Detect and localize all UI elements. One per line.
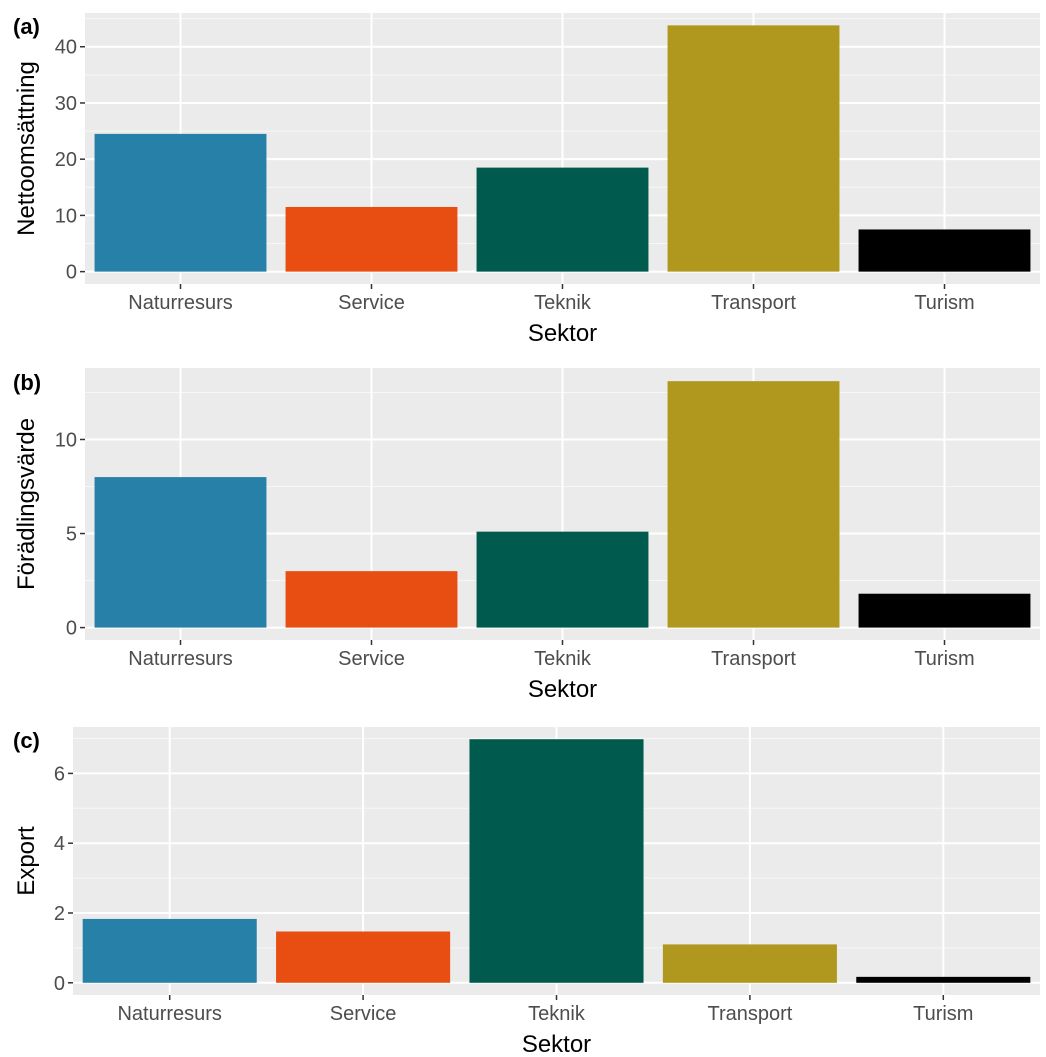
- x-tick-label: Teknik: [534, 292, 592, 314]
- y-axis-title: Nettoomsättning: [13, 61, 40, 236]
- bar-transport: [667, 381, 840, 628]
- bar-teknik: [476, 167, 649, 272]
- bar-teknik: [469, 739, 644, 983]
- y-tick-label: 20: [55, 149, 77, 171]
- x-tick-label: Naturresurs: [128, 648, 232, 670]
- y-tick-label: 10: [55, 429, 77, 451]
- chart-panel-2: 0 2 4 6 Naturresurs Service Teknik Transport Tur…: [13, 727, 1040, 1057]
- x-tick-label: Teknik: [528, 1003, 586, 1025]
- y-tick-label: 2: [54, 903, 65, 925]
- panel-tag: (a): [13, 14, 40, 39]
- bar-turism: [856, 976, 1031, 983]
- x-tick-label: Transport: [707, 1003, 792, 1025]
- x-tick-label: Turism: [914, 292, 974, 314]
- x-tick-label: Service: [338, 292, 405, 314]
- x-tick-label: Turism: [913, 1003, 973, 1025]
- y-tick-label: 6: [54, 763, 65, 785]
- bar-teknik: [476, 531, 649, 628]
- x-axis-title: Sektor: [522, 1031, 591, 1057]
- x-tick-label: Service: [330, 1003, 397, 1025]
- y-axis-title: Förädlingsvärde: [13, 418, 40, 590]
- bar-transport: [667, 25, 840, 272]
- y-axis-title: Export: [13, 826, 40, 896]
- bar-service: [276, 931, 451, 983]
- panel-tag: (b): [13, 370, 41, 395]
- x-tick-label: Service: [338, 648, 405, 670]
- chart-panel-1: 0 5 10 Naturresurs Service Teknik Transport Tur…: [13, 368, 1040, 703]
- x-tick-label: Transport: [711, 648, 796, 670]
- y-tick-label: 10: [55, 205, 77, 227]
- y-tick-label: 4: [54, 833, 65, 855]
- panel-tag: (c): [13, 728, 40, 753]
- x-tick-label: Turism: [914, 648, 974, 670]
- bar-turism: [858, 593, 1031, 628]
- bar-service: [285, 206, 458, 272]
- bar-naturresurs: [94, 477, 267, 628]
- y-tick-label: 0: [66, 262, 77, 284]
- x-axis-title: Sektor: [528, 320, 597, 347]
- bar-service: [285, 571, 458, 628]
- y-tick-label: 5: [66, 524, 77, 546]
- bar-turism: [858, 229, 1031, 272]
- y-tick-label: 0: [54, 973, 65, 995]
- x-tick-label: Teknik: [534, 648, 592, 670]
- y-tick-label: 40: [55, 37, 77, 59]
- y-tick-label: 30: [55, 93, 77, 115]
- x-tick-label: Transport: [711, 292, 796, 314]
- chart-panel-0: 0 10 20 30 40 Naturresurs Service Teknik Transpo…: [13, 13, 1040, 347]
- bar-transport: [662, 944, 837, 983]
- y-tick-label: 0: [66, 618, 77, 640]
- bar-naturresurs: [82, 918, 257, 983]
- x-tick-label: Naturresurs: [117, 1003, 221, 1025]
- x-axis-title: Sektor: [528, 676, 597, 703]
- bar-naturresurs: [94, 133, 267, 272]
- x-tick-label: Naturresurs: [128, 292, 232, 314]
